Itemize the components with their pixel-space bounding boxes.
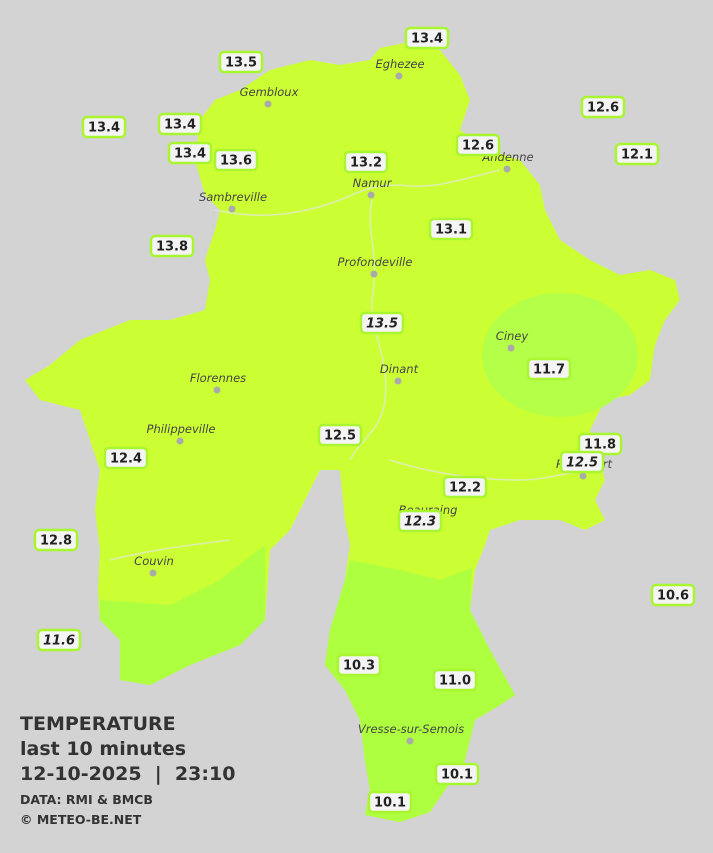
cool-zone (100, 545, 265, 685)
station-value: 13.4 (411, 32, 443, 47)
station-box (33, 528, 79, 552)
station-box (167, 141, 213, 165)
city-label: Namur (353, 176, 393, 190)
station-box (580, 95, 626, 119)
station-value: 10.3 (343, 659, 375, 674)
station-value: 13.2 (350, 156, 382, 171)
city-label: Vresse-sur-Semois (358, 722, 464, 736)
station-box (218, 50, 264, 74)
station-box (317, 423, 363, 447)
city-dot (149, 569, 157, 577)
station-value: 12.6 (462, 139, 494, 154)
city-label: Gembloux (240, 85, 299, 99)
station-value: 11.6 (43, 634, 75, 649)
city-dot (367, 191, 375, 199)
station-value: 13.4 (164, 118, 196, 133)
station-value: 12.4 (110, 452, 142, 467)
station-value: 13.1 (435, 223, 467, 238)
city-dot (395, 72, 403, 80)
station-box (442, 475, 488, 499)
city-label: Florennes (190, 371, 246, 385)
station-value: 12.5 (324, 429, 356, 444)
legend-source: DATA: RMI & BMCB (20, 792, 153, 807)
station-value: 10.6 (657, 589, 689, 604)
station-box (343, 150, 389, 174)
station-box (650, 583, 696, 607)
city-label: Couvin (134, 554, 174, 568)
cool-zone (482, 293, 638, 417)
city-dot (176, 437, 184, 445)
station-value: 11.8 (584, 438, 616, 453)
station-value: 13.5 (225, 56, 257, 71)
city-label: Dinant (380, 362, 419, 376)
station-box (103, 446, 149, 470)
city-label: Philippeville (147, 422, 216, 436)
station-box (614, 142, 660, 166)
city-dot (213, 386, 221, 394)
city-dot (507, 344, 515, 352)
station-box (455, 133, 501, 157)
legend-title: TEMPERATURE (20, 713, 176, 735)
legend-datetime: 12-10-2025 | 23:10 (20, 763, 235, 785)
station-box (428, 217, 474, 241)
station-value: 13.6 (220, 154, 252, 169)
station-value: 12.5 (566, 456, 598, 471)
cool-zone (325, 560, 515, 822)
city-label: Eghezee (375, 57, 424, 71)
station-value: 12.2 (449, 481, 481, 496)
station-value: 10.1 (441, 768, 473, 783)
city-dot (370, 270, 378, 278)
station-value: 13.5 (366, 317, 398, 332)
city-dot (579, 472, 587, 480)
station-box (526, 357, 572, 381)
station-value: 11.0 (439, 674, 471, 689)
city-dot (394, 377, 402, 385)
city-dot (406, 737, 414, 745)
station-box (81, 115, 127, 139)
station-box (36, 628, 82, 652)
station-value: 12.1 (621, 148, 653, 163)
station-box (157, 112, 203, 136)
river (109, 169, 601, 561)
station-box (404, 26, 450, 50)
station-box (367, 790, 413, 814)
city-dot (503, 165, 511, 173)
station-box (397, 509, 443, 533)
station-value: 13.4 (174, 147, 206, 162)
station-box (149, 234, 195, 258)
station-box (213, 148, 259, 172)
station-box (434, 762, 480, 786)
city-label: Profondeville (338, 255, 413, 269)
station-box (359, 311, 405, 335)
station-box (336, 653, 382, 677)
city-label: Sambreville (199, 190, 267, 204)
station-value: 10.1 (374, 796, 406, 811)
station-box (432, 668, 478, 692)
station-value: 12.3 (404, 515, 436, 530)
legend-copyright: © METEO-BE.NET (20, 812, 142, 827)
station-value: 12.6 (587, 101, 619, 116)
legend-period: last 10 minutes (20, 738, 186, 760)
station-value: 13.8 (156, 240, 188, 255)
station-box (559, 450, 605, 474)
city-dot (228, 205, 236, 213)
station-value: 12.8 (40, 534, 72, 549)
city-dot (264, 100, 272, 108)
station-value: 13.4 (88, 121, 120, 136)
city-label: Ciney (496, 329, 529, 343)
station-value: 11.7 (533, 363, 565, 378)
